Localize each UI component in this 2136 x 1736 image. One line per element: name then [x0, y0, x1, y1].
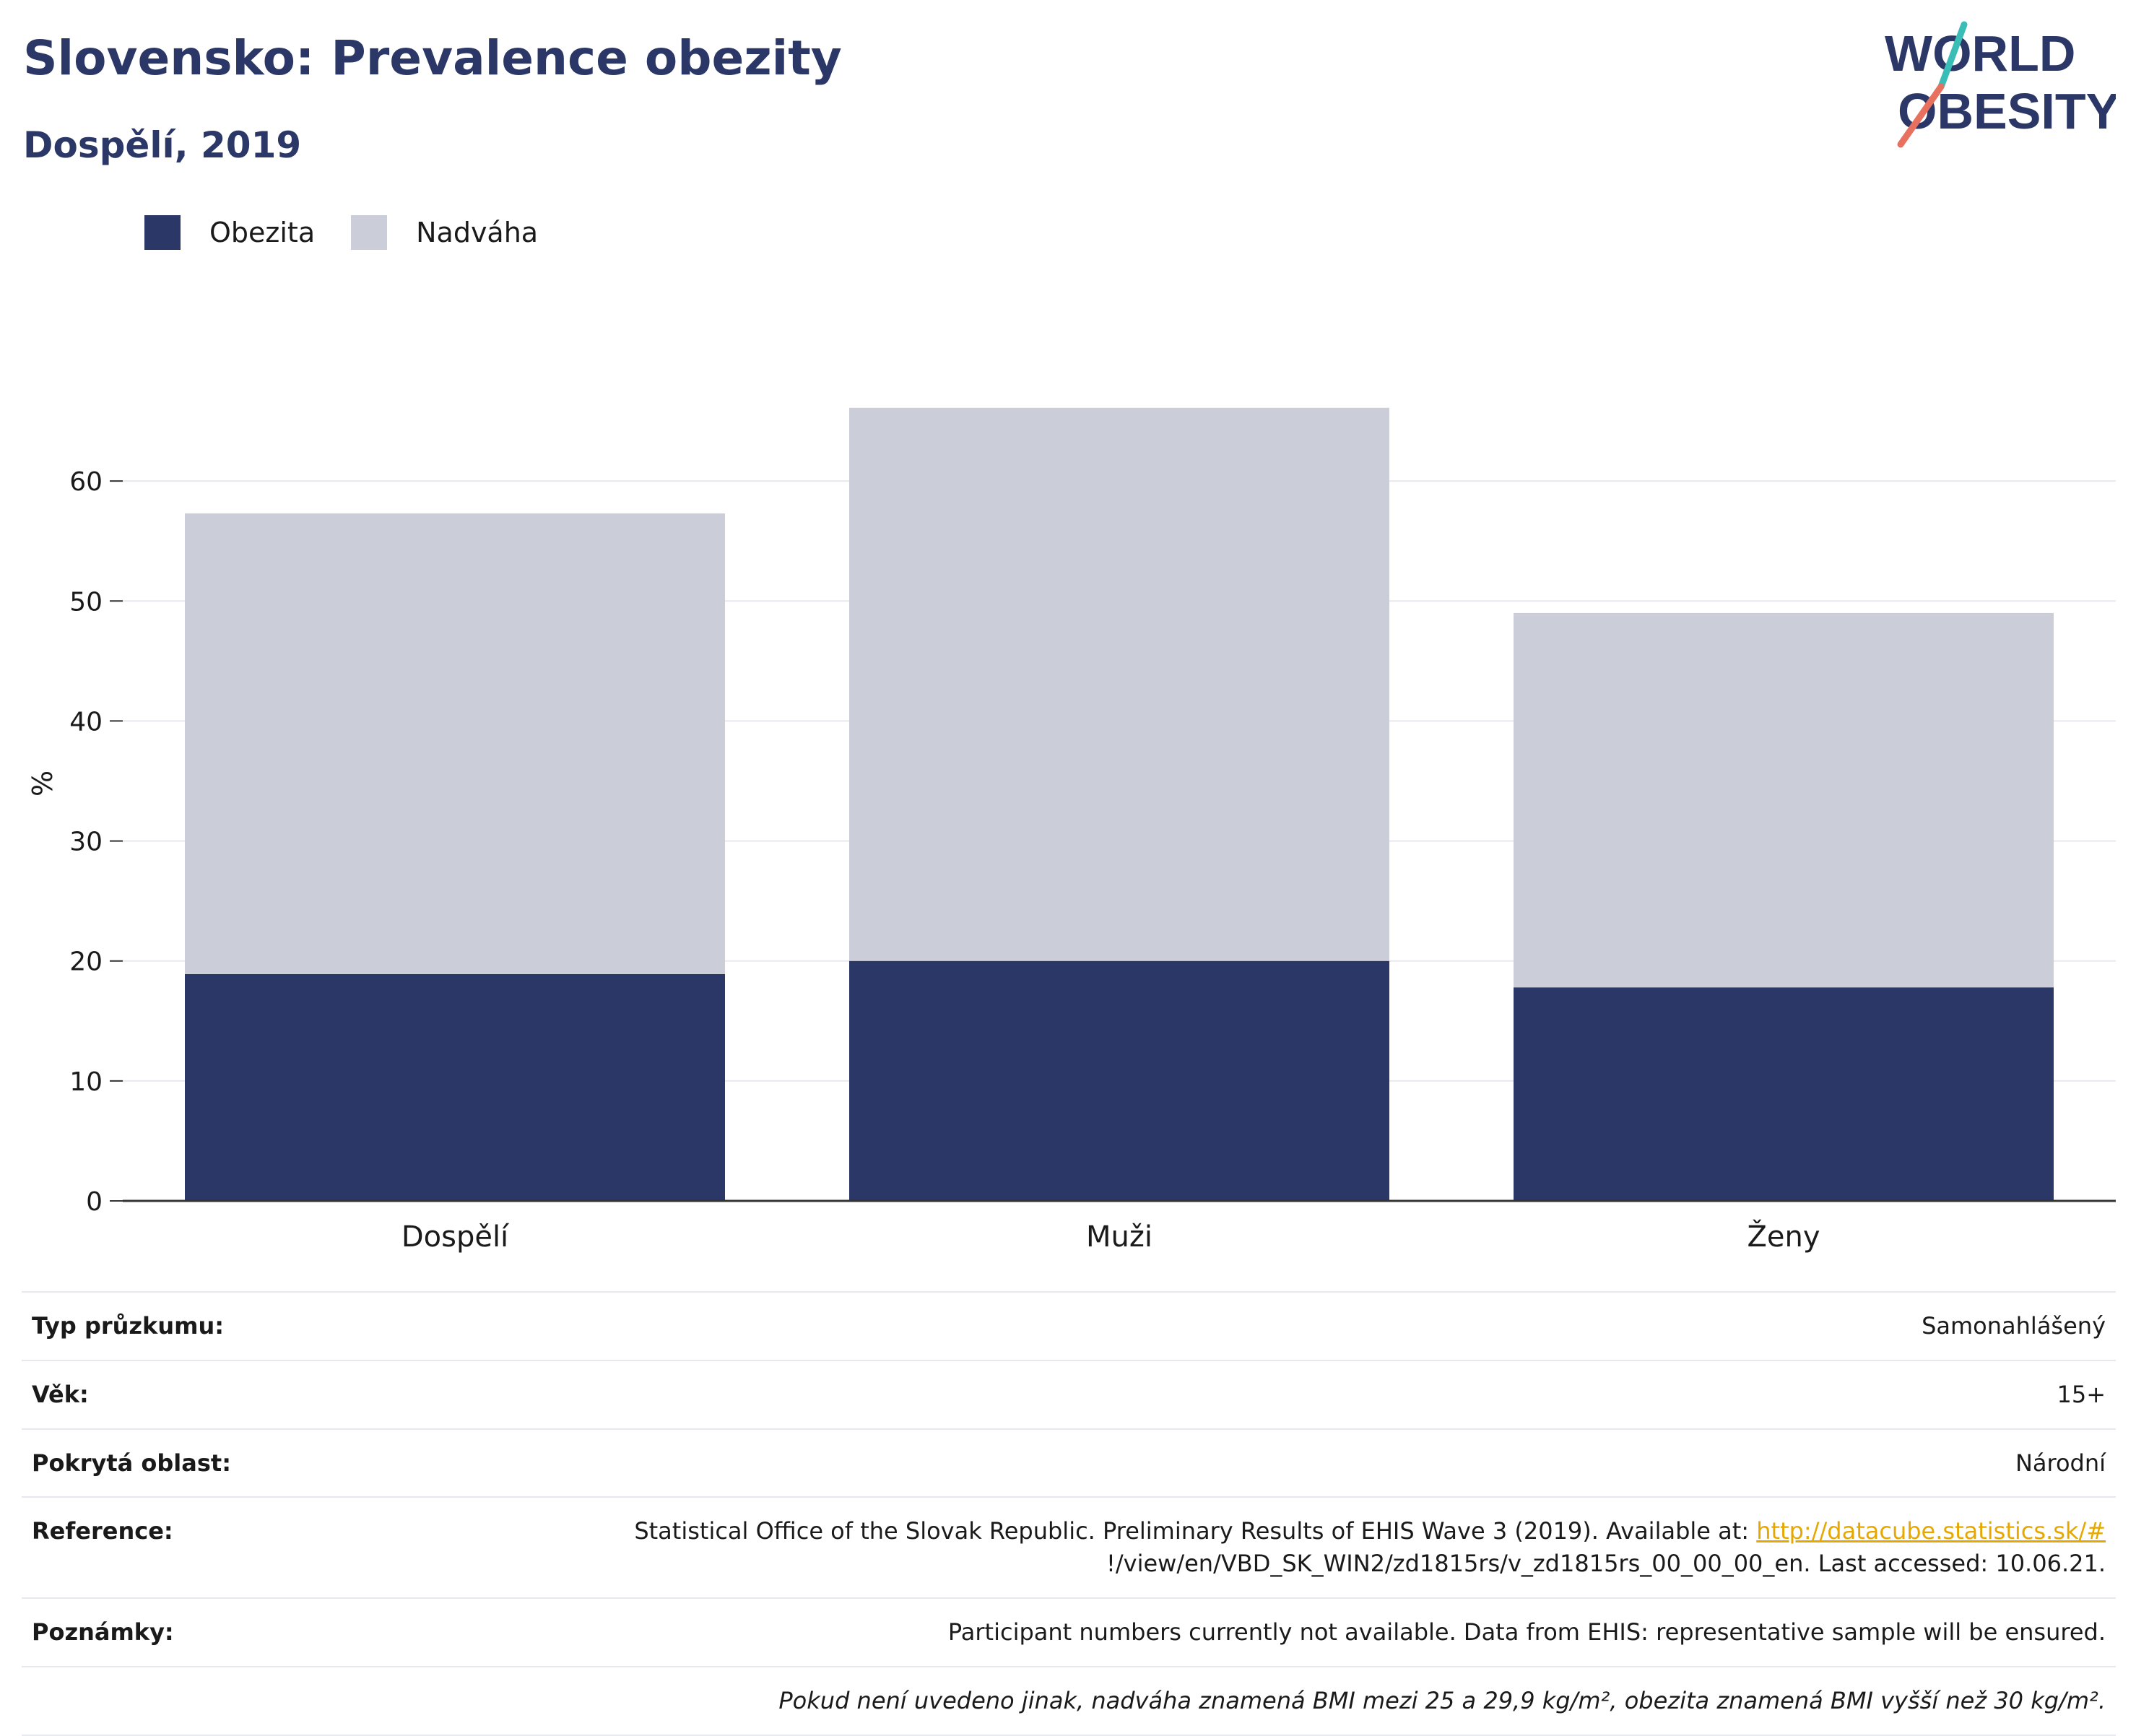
- info-value-age: 15+: [345, 1359, 2116, 1429]
- info-key-age: Věk:: [22, 1359, 345, 1429]
- bar-obesity[interactable]: [849, 960, 1389, 1201]
- svg-text:OBESITY: OBESITY: [1898, 83, 2116, 139]
- info-key-survey-type: Typ průzkumu:: [22, 1291, 345, 1360]
- table-row: Typ průzkumu: Samonahlášený: [22, 1291, 2116, 1360]
- page-title: Slovensko: Prevalence obezity: [23, 30, 842, 86]
- x-tick-label: Dospělí: [401, 1220, 510, 1254]
- survey-info-table: Typ průzkumu: Samonahlášený Věk: 15+ Pok…: [22, 1291, 2116, 1736]
- table-row: Poznámky: Participant numbers currently …: [22, 1597, 2116, 1667]
- page-subtitle: Dospělí, 2019: [23, 124, 302, 166]
- y-tick-label: 10: [69, 1067, 103, 1097]
- legend-label-obesity: Obezita: [209, 217, 316, 248]
- legend-item-obesity[interactable]: Obezita: [144, 215, 315, 250]
- table-row: Reference: Statistical Office of the Slo…: [22, 1496, 2116, 1598]
- chart-legend: Obezita Nadváha: [144, 214, 574, 251]
- legend-label-overweight: Nadváha: [416, 217, 539, 248]
- y-tick-label: 60: [69, 467, 103, 497]
- y-axis-title: %: [27, 771, 58, 797]
- bar-chart: 0 10 20 30 40 50 60 Dospělí Muži Ženy %: [27, 407, 2116, 1254]
- world-obesity-logo: WORLD OBESITY: [1885, 21, 2116, 148]
- bar-overweight[interactable]: [185, 513, 725, 974]
- bars: [185, 407, 2054, 1201]
- bar-overweight[interactable]: [1514, 612, 2054, 988]
- y-tick-label: 40: [69, 707, 103, 737]
- legend-swatch-overweight: [351, 215, 388, 250]
- bmi-footnote: Pokud není uvedeno jinak, nadváha znamen…: [345, 1665, 2116, 1736]
- info-key-reference: Reference:: [22, 1496, 345, 1598]
- table-row: Pokud není uvedeno jinak, nadváha znamen…: [22, 1665, 2116, 1736]
- table-row: Věk: 15+: [22, 1359, 2116, 1429]
- info-value-reference: Statistical Office of the Slovak Republi…: [345, 1496, 2116, 1598]
- x-tick-label: Ženy: [1747, 1219, 1820, 1254]
- info-value-coverage: Národní: [345, 1428, 2116, 1498]
- table-row: Pokrytá oblast: Národní: [22, 1428, 2116, 1498]
- y-tick-label: 20: [69, 947, 103, 977]
- axes: 0 10 20 30 40 50 60 Dospělí Muži Ženy: [69, 467, 2116, 1254]
- info-value-notes: Participant numbers currently not availa…: [345, 1597, 2116, 1667]
- reference-text-rest: !/view/en/VBD_SK_WIN2/zd1815rs/v_zd1815r…: [1106, 1550, 2106, 1578]
- bar-obesity[interactable]: [1514, 987, 2054, 1201]
- reference-text: Statistical Office of the Slovak Republi…: [634, 1517, 1757, 1545]
- info-key-coverage: Pokrytá oblast:: [22, 1428, 345, 1498]
- bar-overweight[interactable]: [849, 407, 1389, 961]
- reference-link[interactable]: http://datacube.statistics.sk/#: [1756, 1517, 2106, 1545]
- info-key-notes: Poznámky:: [22, 1597, 345, 1667]
- y-tick-label: 0: [86, 1187, 103, 1217]
- svg-text:WORLD: WORLD: [1885, 25, 2075, 82]
- y-tick-label: 50: [69, 587, 103, 617]
- x-tick-label: Muži: [1086, 1220, 1152, 1254]
- legend-item-overweight[interactable]: Nadváha: [351, 215, 538, 250]
- legend-swatch-obesity: [144, 215, 181, 250]
- y-tick-label: 30: [69, 828, 103, 857]
- bar-obesity[interactable]: [185, 973, 725, 1201]
- info-key-empty: [22, 1665, 345, 1736]
- info-value-survey-type: Samonahlášený: [345, 1291, 2116, 1360]
